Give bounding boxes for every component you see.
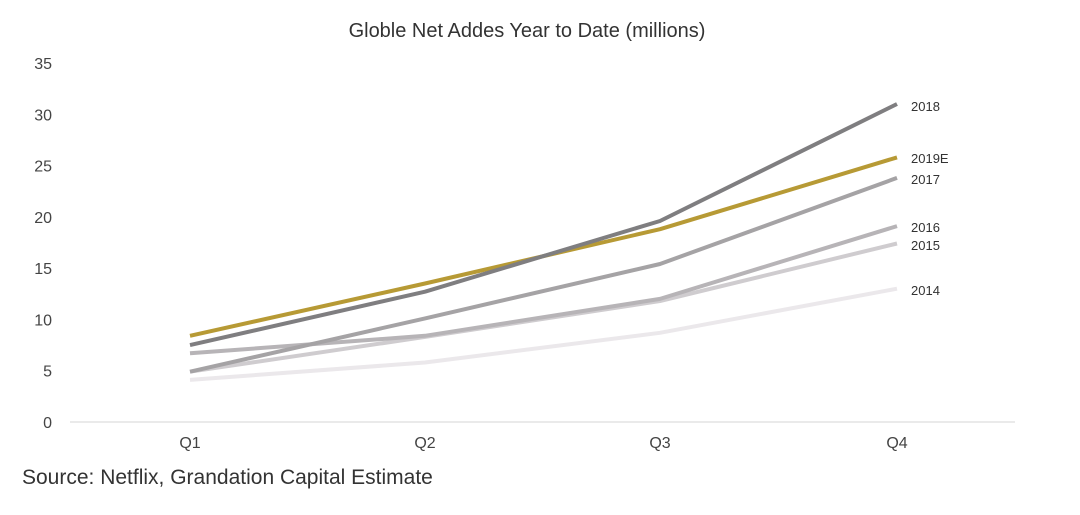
- series-label-2019e: 2019E: [911, 151, 949, 166]
- y-tick-label: 0: [43, 415, 52, 432]
- y-tick-label: 25: [34, 159, 52, 176]
- source-note: Source: Netflix, Grandation Capital Esti…: [22, 466, 433, 489]
- x-tick-label: Q1: [179, 435, 200, 452]
- series-line-2017: [189, 176, 898, 374]
- x-tick-label: Q3: [649, 435, 670, 452]
- y-tick-label: 30: [34, 107, 52, 124]
- x-axis-ticks: Q1 Q2 Q3 Q4: [179, 435, 907, 452]
- y-axis-ticks: 0 5 10 15 20 25 30 35: [34, 56, 52, 432]
- y-tick-label: 20: [34, 210, 52, 227]
- y-tick-label: 10: [34, 312, 52, 329]
- series-lines: [189, 102, 898, 382]
- series-line-2014: [189, 286, 898, 382]
- series-label-2018: 2018: [911, 99, 940, 114]
- series-label-2014: 2014: [911, 283, 940, 298]
- x-tick-label: Q2: [414, 435, 435, 452]
- series-label-2017: 2017: [911, 172, 940, 187]
- series-label-2016: 2016: [911, 220, 940, 235]
- y-tick-label: 15: [34, 261, 52, 278]
- series-labels: 2014 2015 2016 2017 2019E 2018: [911, 99, 949, 298]
- series-label-2015: 2015: [911, 238, 940, 253]
- y-tick-label: 5: [43, 364, 52, 381]
- chart-title: Globle Net Addes Year to Date (millions): [349, 20, 706, 42]
- y-tick-label: 35: [34, 56, 52, 73]
- series-line-2018: [189, 102, 898, 348]
- x-tick-label: Q4: [886, 435, 907, 452]
